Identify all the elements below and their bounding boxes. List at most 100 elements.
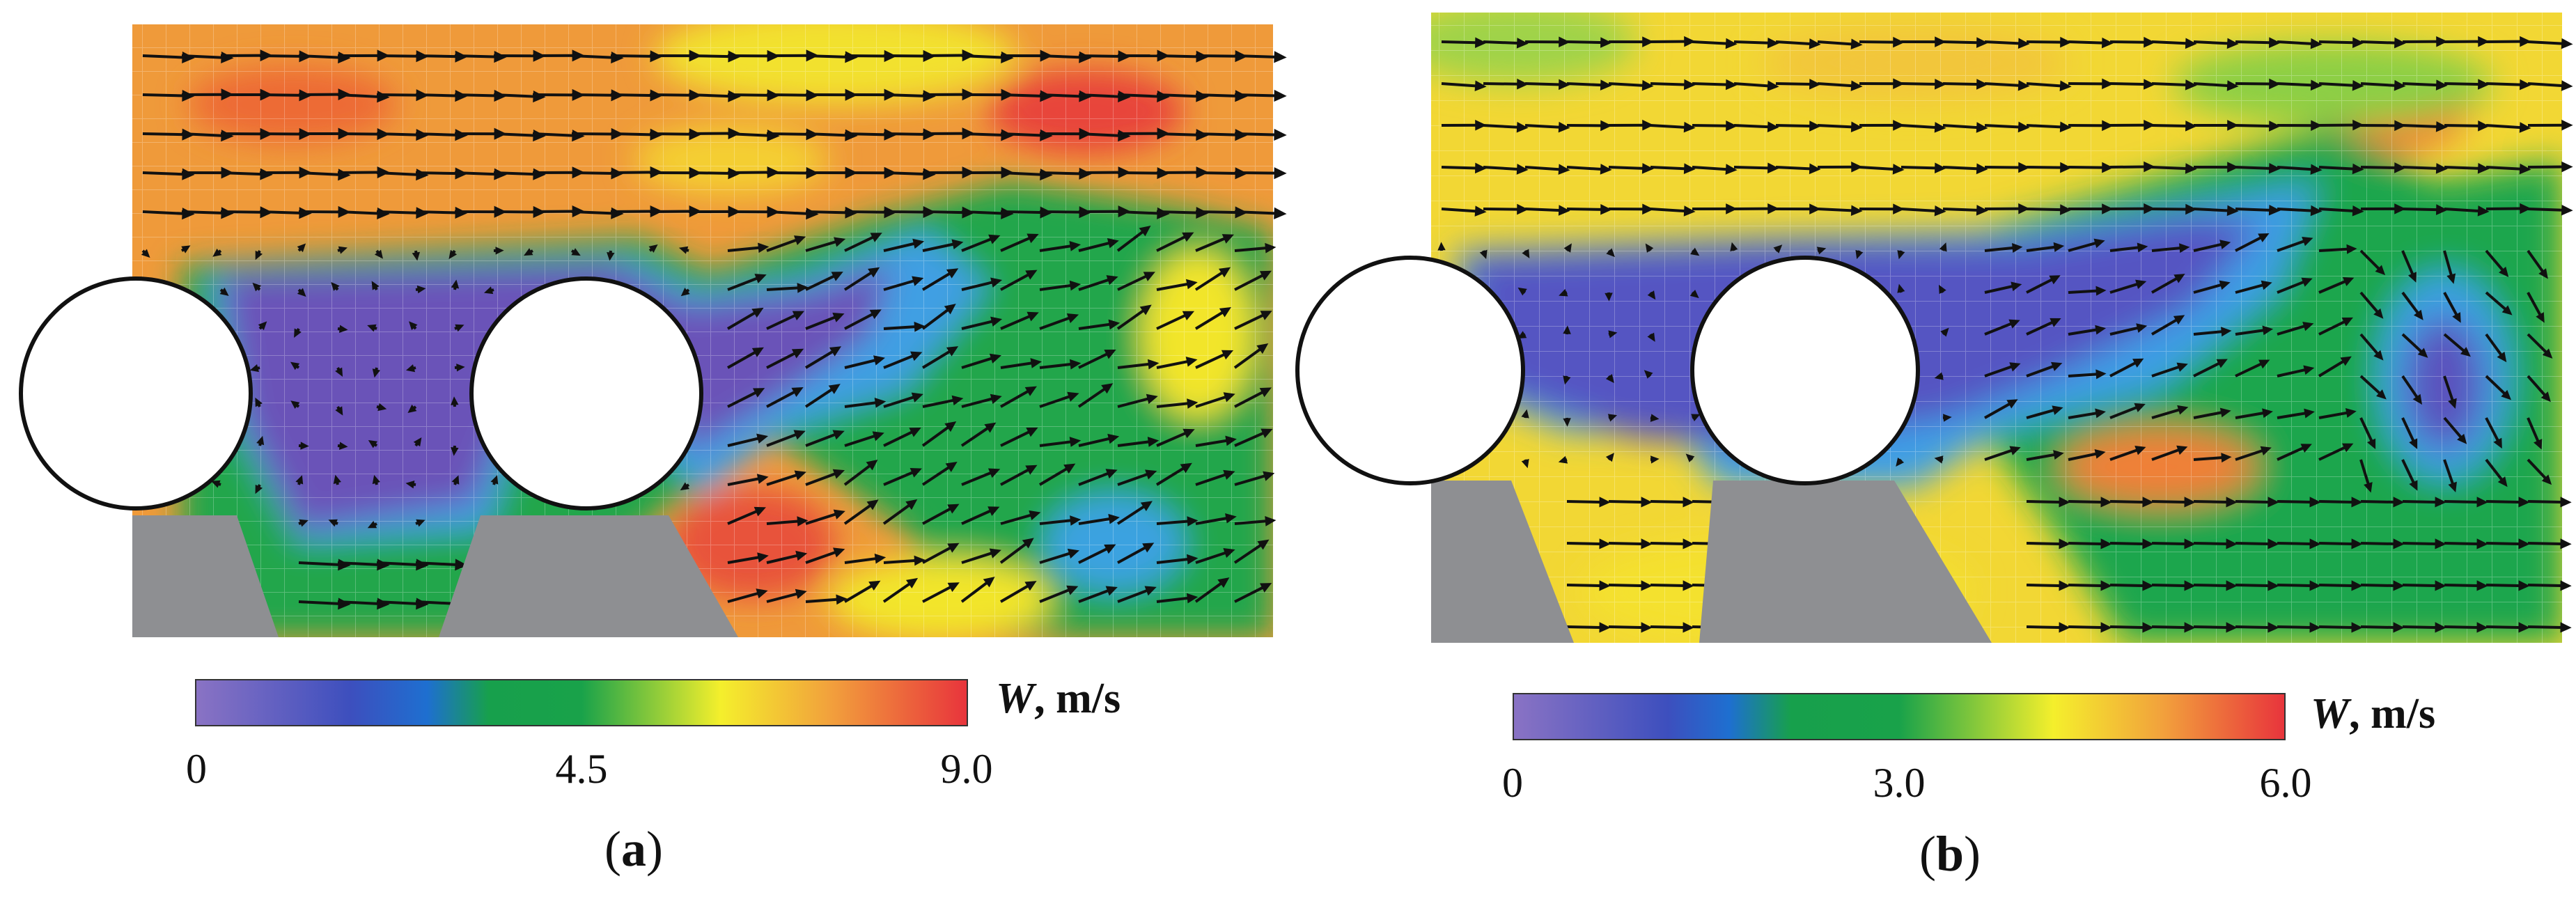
velocity-arrowhead	[752, 388, 765, 398]
velocity-arrowhead	[951, 239, 964, 249]
velocity-arrowhead	[483, 286, 494, 295]
velocity-arrowhead	[1563, 418, 1571, 427]
velocity-arrowhead	[1642, 36, 1654, 47]
velocity-arrowhead	[405, 364, 416, 373]
velocity-arrowhead	[756, 433, 769, 444]
velocity-arrowhead	[905, 577, 919, 588]
velocity-arrowhead	[2346, 244, 2357, 254]
velocity-arrowhead	[1259, 387, 1272, 398]
velocity-arrowhead	[339, 442, 348, 450]
velocity-arrowhead	[990, 316, 1003, 327]
velocity-arrowhead	[335, 406, 343, 416]
velocity-arrowhead	[2095, 286, 2107, 296]
velocity-arrowhead	[2352, 79, 2364, 91]
velocity-arrowhead	[1600, 203, 1612, 215]
velocity-arrowhead	[1225, 513, 1237, 524]
velocity-arrowhead	[1892, 164, 1905, 175]
velocity-arrowhead	[1069, 280, 1082, 291]
velocity-arrowhead	[1027, 233, 1039, 244]
velocity-arrowhead	[1259, 583, 1272, 593]
velocity-arrowhead	[2017, 80, 2030, 91]
velocity-arrowhead	[367, 324, 377, 332]
velocity-arrowhead	[2017, 38, 2030, 49]
velocity-arrowhead	[2006, 399, 2018, 409]
velocity-arrowhead	[1940, 327, 1949, 337]
velocity-arrowhead	[1263, 471, 1275, 481]
velocity-arrowhead	[989, 353, 1001, 364]
velocity-arrowhead	[2226, 538, 2238, 549]
velocity-arrowhead	[1187, 516, 1199, 526]
velocity-arrowhead	[2173, 315, 2185, 325]
support-left-a	[132, 515, 279, 637]
velocity-arrowhead	[1600, 164, 1612, 175]
velocity-arrowhead	[1641, 79, 1654, 91]
velocity-arrowhead	[1274, 207, 1287, 219]
velocity-arrowhead	[2309, 497, 2321, 508]
tick-min-a: 0	[186, 746, 207, 792]
velocity-arrowhead	[2051, 361, 2063, 371]
velocity-arrowhead	[2268, 162, 2281, 174]
velocity-arrowhead	[2519, 163, 2531, 175]
velocity-arrowhead	[1559, 288, 1568, 297]
velocity-arrowhead	[412, 251, 421, 261]
velocity-arrowhead	[1067, 391, 1079, 402]
velocity-arrowhead	[2560, 538, 2572, 549]
velocity-arrowhead	[1605, 373, 1614, 384]
velocity-arrowhead	[1650, 455, 1660, 464]
velocity-arrowhead	[2102, 78, 2114, 90]
velocity-arrowhead	[2258, 233, 2270, 242]
velocity-arrowhead	[368, 439, 378, 448]
velocity-arrowhead	[2435, 121, 2448, 132]
velocity-arrowhead	[947, 582, 960, 593]
velocity-arrowhead	[416, 285, 426, 294]
velocity-arrowhead	[2560, 497, 2572, 508]
velocity-arrowhead	[870, 233, 882, 242]
velocity-arrowhead	[1647, 332, 1655, 342]
velocity-arrowhead	[2095, 408, 2106, 419]
velocity-arrowhead	[680, 288, 690, 297]
velocity-arrowhead	[2227, 120, 2239, 131]
velocity-arrowhead	[828, 384, 841, 394]
velocity-arrowhead	[2345, 408, 2357, 418]
velocity-arrowhead	[2142, 497, 2154, 508]
velocity-arrowhead	[2137, 242, 2148, 253]
colorbar-a	[195, 679, 968, 726]
velocity-arrowhead	[2300, 444, 2312, 453]
velocity-arrowhead	[258, 321, 267, 331]
velocity-arrowhead	[1558, 164, 1570, 175]
velocity-arrowhead	[2520, 203, 2531, 214]
velocity-arrowhead	[791, 348, 804, 359]
velocity-arrowhead	[1182, 428, 1195, 439]
velocity-arrowhead	[2303, 365, 2315, 375]
velocity-arrowhead	[1182, 311, 1195, 320]
velocity-arrowhead	[1475, 162, 1487, 174]
velocity-arrowhead	[1186, 554, 1199, 565]
velocity-arrowhead	[2177, 405, 2189, 415]
velocity-arrowhead	[2435, 163, 2448, 174]
velocity-arrowhead	[1605, 453, 1614, 462]
velocity-arrowhead	[1850, 38, 1863, 49]
velocity-arrowhead	[1185, 279, 1198, 290]
velocity-arrowhead	[2258, 359, 2270, 369]
velocity-arrowhead	[2518, 622, 2530, 633]
velocity-arrowhead	[1809, 203, 1821, 214]
velocity-arrowhead	[1108, 319, 1121, 330]
velocity-arrowhead	[2184, 622, 2196, 633]
velocity-arrowhead	[1180, 462, 1192, 474]
velocity-arrowhead	[1685, 453, 1695, 462]
velocity-arrowhead	[1605, 292, 1613, 302]
velocity-arrowhead	[2226, 80, 2239, 91]
velocity-arrowhead	[2142, 538, 2154, 549]
velocity-arrowhead	[2394, 79, 2406, 91]
velocity-arrowhead	[833, 547, 845, 558]
velocity-arrowhead	[2102, 203, 2114, 214]
velocity-arrowhead	[451, 396, 459, 405]
velocity-arrowhead	[252, 282, 262, 292]
velocity-arrowhead	[794, 470, 806, 481]
velocity-arrowhead	[1105, 586, 1118, 596]
velocity-arrowhead	[873, 355, 885, 366]
velocity-arrowhead	[2144, 119, 2155, 131]
velocity-arrowhead	[1816, 247, 1827, 255]
velocity-arrowhead	[331, 281, 340, 291]
velocity-arrowhead	[1976, 37, 1988, 48]
